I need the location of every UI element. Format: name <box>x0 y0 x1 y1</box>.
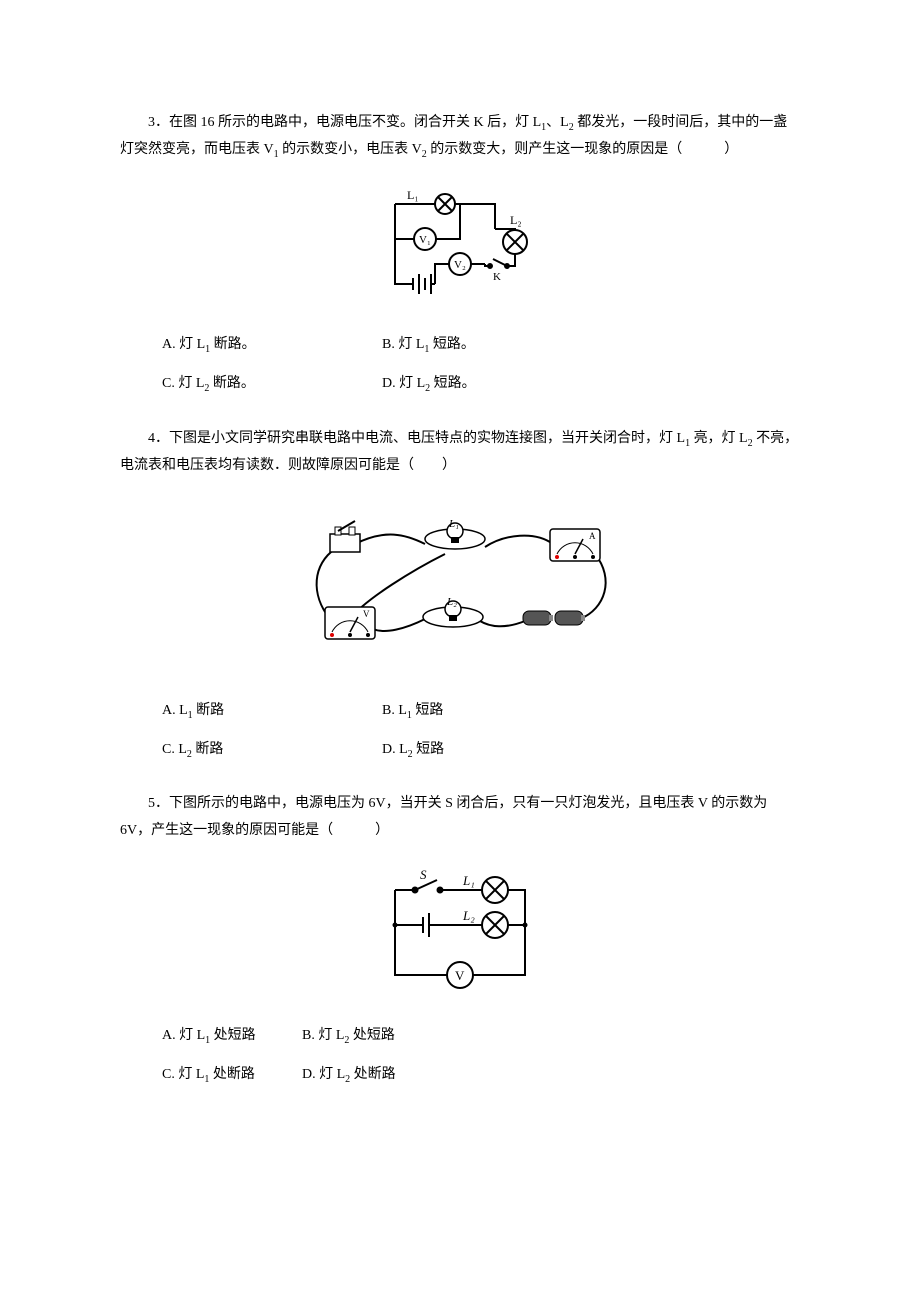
q5-figure: S L₁ L₂ V <box>120 865 800 1006</box>
q5-opt-B: B. 灯 L2 处短路 <box>302 1023 442 1050</box>
q5-opt-C: C. 灯 L1 处断路 <box>162 1062 302 1089</box>
q5-circuit-diagram: S L₁ L₂ V <box>375 865 545 995</box>
q3-t2: 、L <box>546 115 569 130</box>
ammeter-icon: A <box>550 529 600 561</box>
q3-figure: L₁ L₂ V₁ V₂ K <box>120 184 800 315</box>
switch-icon <box>330 521 360 552</box>
q3-label-L1: L₁ <box>407 188 419 202</box>
q3-opt-B: B. 灯 L1 短路。 <box>382 332 602 359</box>
svg-text:A: A <box>589 531 596 541</box>
question-4: 4．下图是小文同学研究串联电路中电流、电压特点的实物连接图，当开关闭合时，灯 L… <box>120 426 800 764</box>
q3-label-V1: V₁ <box>419 234 431 246</box>
q3-options: A. 灯 L1 断路。 B. 灯 L1 短路。 C. 灯 L2 断路。 D. 灯… <box>120 332 800 398</box>
q3-t1: 在图 16 所示的电路中，电源电压不变。闭合开关 K 后，灯 L <box>169 115 541 130</box>
q3-t4: 的示数变小，电压表 V <box>279 142 422 157</box>
voltmeter-icon: V <box>325 607 375 639</box>
q3-label-L2: L₂ <box>510 213 522 227</box>
q3-number: 3． <box>148 115 169 130</box>
q5-label-L1: L₁ <box>462 873 475 888</box>
q4-options: A. L1 断路 B. L1 短路 C. L2 断路 D. L2 短路 <box>120 698 800 764</box>
svg-text:L₂: L₂ <box>446 596 457 608</box>
q5-label-V: V <box>455 968 465 983</box>
q5-label-L2: L₂ <box>462 908 475 923</box>
q3-label-V2: V₂ <box>454 259 466 271</box>
q5-label-S: S <box>420 867 427 882</box>
q5-t1: 下图所示的电路中，电源电压为 6V，当开关 S 闭合后，只有一只灯泡发光，且电压… <box>120 796 767 838</box>
q4-opt-C: C. L2 断路 <box>162 737 382 764</box>
bulb-L1-icon: L₁ <box>425 518 485 549</box>
q3-opt-D: D. 灯 L2 短路。 <box>382 371 602 398</box>
q5-opt-A: A. 灯 L1 处短路 <box>162 1023 302 1050</box>
q4-opt-B: B. L1 短路 <box>382 698 602 725</box>
q5-opt-D: D. 灯 L2 处断路 <box>302 1062 442 1089</box>
svg-text:L₁: L₁ <box>448 518 459 530</box>
q3-label-K: K <box>493 271 501 283</box>
question-5: 5．下图所示的电路中，电源电压为 6V，当开关 S 闭合后，只有一只灯泡发光，且… <box>120 791 800 1088</box>
q4-number: 4． <box>148 431 169 446</box>
q3-circuit-diagram: L₁ L₂ V₁ V₂ K <box>375 184 545 304</box>
q5-options: A. 灯 L1 处短路 B. 灯 L2 处短路 C. 灯 L1 处断路 D. 灯… <box>120 1023 800 1089</box>
q3-t5: 的示数变大，则产生这一现象的原因是（ ） <box>427 142 739 157</box>
q3-opt-A: A. 灯 L1 断路。 <box>162 332 382 359</box>
q4-t2: 亮，灯 L <box>690 431 748 446</box>
bulb-L2-icon: L₂ <box>423 596 483 627</box>
q4-t1: 下图是小文同学研究串联电路中电流、电压特点的实物连接图，当开关闭合时，灯 L <box>169 431 685 446</box>
question-3: 3．在图 16 所示的电路中，电源电压不变。闭合开关 K 后，灯 L1、L2 都… <box>120 110 800 398</box>
q3-text: 3．在图 16 所示的电路中，电源电压不变。闭合开关 K 后，灯 L1、L2 都… <box>120 110 800 164</box>
q3-opt-C: C. 灯 L2 断路。 <box>162 371 382 398</box>
q4-circuit-diagram: L₁ A V <box>295 499 625 669</box>
q4-opt-D: D. L2 短路 <box>382 737 602 764</box>
battery-icon <box>523 611 585 625</box>
q4-text: 4．下图是小文同学研究串联电路中电流、电压特点的实物连接图，当开关闭合时，灯 L… <box>120 426 800 479</box>
q4-figure: L₁ A V <box>120 499 800 680</box>
q5-number: 5． <box>148 796 169 811</box>
q5-text: 5．下图所示的电路中，电源电压为 6V，当开关 S 闭合后，只有一只灯泡发光，且… <box>120 791 800 844</box>
q4-opt-A: A. L1 断路 <box>162 698 382 725</box>
svg-text:V: V <box>363 609 370 619</box>
